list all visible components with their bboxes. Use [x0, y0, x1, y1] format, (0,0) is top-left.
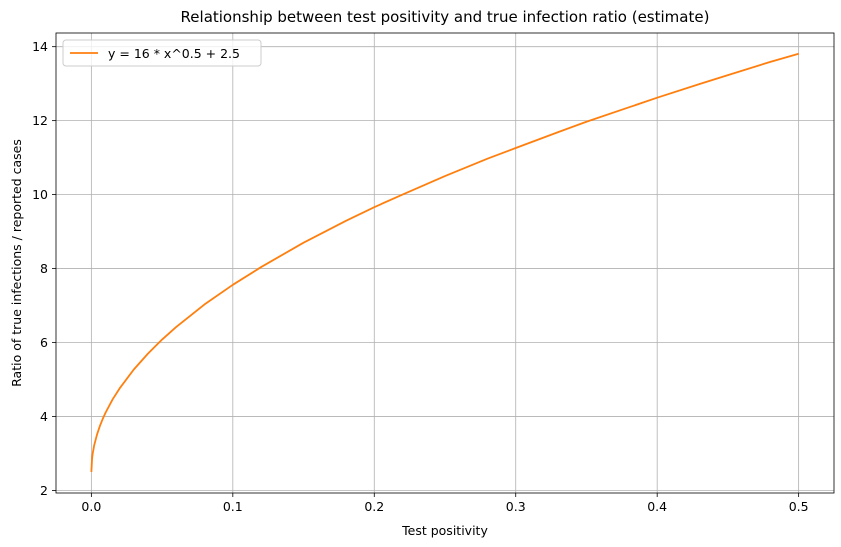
legend-entry-label: y = 16 * x^0.5 + 2.5 [108, 46, 240, 61]
x-tick-label: 0.5 [789, 499, 809, 514]
y-axis-label: Ratio of true infections / reported case… [9, 139, 24, 387]
y-tick-label: 8 [40, 261, 48, 276]
series-lines [90, 52, 799, 472]
x-tick-label: 0.4 [647, 499, 667, 514]
y-axis-ticks: 2 4 6 8 10 12 14 [32, 39, 56, 498]
y-tick-label: 4 [40, 409, 48, 424]
y-tick-label: 2 [40, 483, 48, 498]
y-tick-label: 10 [32, 187, 48, 202]
series-line [90, 52, 799, 472]
grid [56, 33, 834, 493]
chart-title: Relationship between test positivity and… [181, 8, 710, 26]
legend: y = 16 * x^0.5 + 2.5 [62, 39, 262, 67]
x-tick-label: 0.3 [506, 499, 526, 514]
x-tick-label: 0.2 [364, 499, 384, 514]
plot-area-frame [55, 32, 835, 494]
x-axis-label: Test positivity [401, 523, 488, 538]
x-axis-ticks: 0.0 0.1 0.2 0.3 0.4 0.5 [81, 493, 809, 514]
y-tick-label: 6 [40, 335, 48, 350]
x-tick-label: 0.1 [223, 499, 243, 514]
y-tick-label: 12 [32, 113, 48, 128]
x-tick-label: 0.0 [81, 499, 101, 514]
y-tick-label: 14 [32, 39, 48, 54]
legend-box [62, 39, 262, 67]
